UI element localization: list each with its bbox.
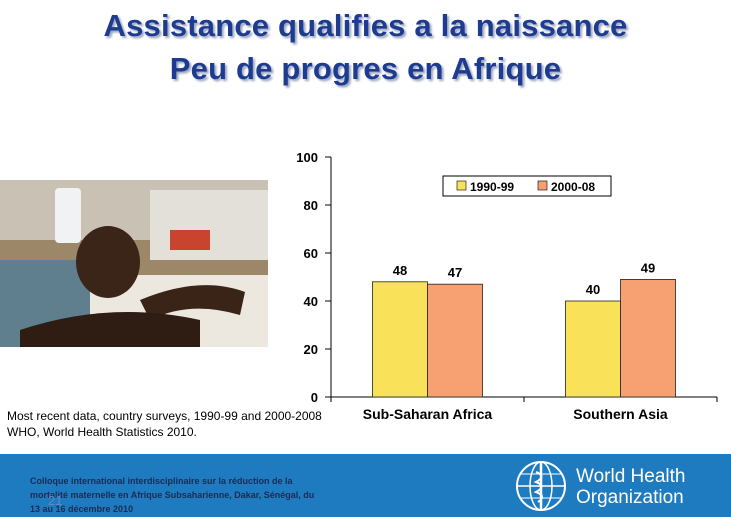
data-label-2000-08-1: 49	[641, 260, 655, 275]
who-line-1: World Health	[576, 466, 686, 487]
title-line-2: Peu de progres en Afrique	[169, 51, 562, 86]
category-label-1: Southern Asia	[573, 406, 668, 422]
source-line-1: Most recent data, country surveys, 1990-…	[7, 409, 322, 423]
source-line-2: WHO, World Health Statistics 2010.	[7, 425, 197, 439]
conference-text: Colloque international interdisciplinair…	[30, 474, 360, 516]
legend-swatch-2000-08	[537, 180, 548, 191]
data-label-1990-99-1: 40	[586, 282, 600, 297]
bar-2000-08-1	[620, 278, 676, 398]
title-line-1: Assistance qualifies a la naissance	[103, 8, 628, 43]
who-line-2: Organization	[576, 487, 684, 508]
who-emblem-icon	[516, 461, 566, 511]
legend-swatch-1990-99	[456, 180, 467, 191]
footer-bar: Colloque international interdisciplinair…	[0, 454, 731, 517]
bar-1990-99-0	[372, 281, 428, 398]
y-tick-label-0: 0	[311, 390, 318, 405]
y-tick-label-60: 60	[304, 246, 318, 261]
who-wordmark: World Health Organization	[576, 466, 685, 508]
data-label-1990-99-0: 48	[393, 263, 407, 278]
category-label-0: Sub-Saharan Africa	[363, 406, 493, 422]
mother-photo	[0, 180, 268, 347]
legend: 1990-99 2000-08	[442, 175, 612, 197]
y-tick-label-100: 100	[296, 150, 318, 165]
conference-line-2: mortalité maternelle en Afrique Subsahar…	[30, 490, 315, 500]
bar-1990-99-1	[565, 300, 621, 398]
bar-chart: 0 20 40 60 80 100 48 47 40 49 Sub-Saharan Africa…	[296, 150, 718, 422]
conference-line-1: Colloque international interdisciplinair…	[30, 476, 293, 486]
y-tick-label-80: 80	[304, 198, 318, 213]
who-logo: World Health Organization	[512, 458, 722, 514]
y-tick-label-40: 40	[304, 294, 318, 309]
y-tick-label-20: 20	[304, 342, 318, 357]
conference-line-3: 13 au 16 décembre 2010	[30, 504, 134, 514]
source-note: Most recent data, country surveys, 1990-…	[7, 408, 322, 440]
data-label-2000-08-0: 47	[448, 265, 462, 280]
bar-2000-08-0	[427, 283, 483, 398]
legend-label-2000-08: 2000-08	[551, 180, 595, 194]
page-number: 21	[48, 493, 63, 508]
legend-label-1990-99: 1990-99	[470, 180, 514, 194]
